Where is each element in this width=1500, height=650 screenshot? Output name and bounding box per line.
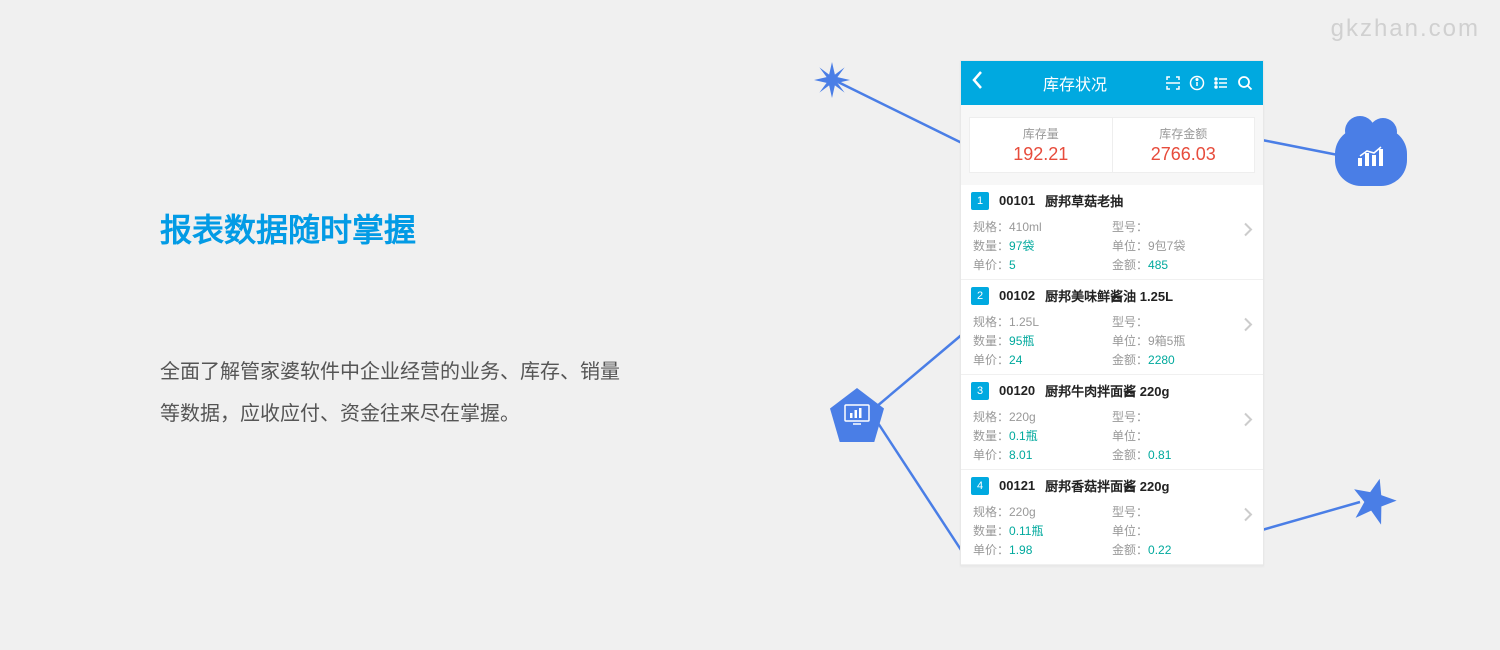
item-qty: 数量：0.11瓶: [973, 522, 1112, 539]
stat-stock-amount[interactable]: 库存金额 2766.03: [1112, 118, 1255, 172]
search-icon[interactable]: [1237, 75, 1253, 91]
list-icon[interactable]: [1213, 75, 1229, 91]
stat-label: 库存金额: [1113, 125, 1255, 142]
item-name: 厨邦牛肉拌面酱 220g: [1045, 381, 1169, 400]
bar-chart-icon: [1356, 146, 1386, 168]
item-spec: 规格：220g: [973, 503, 1112, 520]
chevron-right-icon: [1243, 317, 1253, 338]
stat-value: 192.21: [970, 144, 1112, 165]
item-model: 型号：: [1112, 503, 1251, 520]
inventory-item[interactable]: 2 00102 厨邦美味鲜酱油 1.25L 规格：1.25L 型号： 数量：95…: [961, 280, 1263, 375]
item-unit: 单位：9箱5瓶: [1112, 332, 1251, 349]
chevron-right-icon: [1243, 222, 1253, 243]
item-model: 型号：: [1112, 408, 1251, 425]
item-spec: 规格：410ml: [973, 218, 1112, 235]
watermark-text: gkzhan.com: [1331, 15, 1480, 43]
item-spec: 规格：220g: [973, 408, 1112, 425]
item-model: 型号：: [1112, 313, 1251, 330]
inventory-item[interactable]: 1 00101 厨邦草菇老抽 规格：410ml 型号： 数量：97袋 单位：9包…: [961, 185, 1263, 280]
item-number-badge: 1: [971, 192, 989, 210]
item-unit: 单位：: [1112, 522, 1251, 539]
item-number-badge: 2: [971, 287, 989, 305]
monitor-chart-icon: [844, 404, 870, 426]
intro-text-block: 报表数据随时掌握 全面了解管家婆软件中企业经营的业务、库存、销量等数据，应收应付…: [160, 205, 620, 435]
inventory-item[interactable]: 3 00120 厨邦牛肉拌面酱 220g 规格：220g 型号： 数量：0.1瓶…: [961, 375, 1263, 470]
item-code: 00120: [999, 383, 1035, 398]
item-qty: 数量：97袋: [973, 237, 1112, 254]
star-decoration: [1347, 473, 1401, 527]
stat-label: 库存量: [970, 125, 1112, 142]
item-price: 单价：24: [973, 351, 1112, 368]
item-amount: 金额：485: [1112, 256, 1251, 273]
item-qty: 数量：0.1瓶: [973, 427, 1112, 444]
inventory-item[interactable]: 4 00121 厨邦香菇拌面酱 220g 规格：220g 型号： 数量：0.11…: [961, 470, 1263, 565]
item-price: 单价：1.98: [973, 541, 1112, 558]
phone-mockup: 库存状况: [960, 60, 1264, 566]
description: 全面了解管家婆软件中企业经营的业务、库存、销量等数据，应收应付、资金往来尽在掌握…: [160, 351, 620, 435]
headline: 报表数据随时掌握: [160, 205, 620, 251]
chevron-right-icon: [1243, 507, 1253, 528]
stat-stock-qty[interactable]: 库存量 192.21: [970, 118, 1112, 172]
item-amount: 金额：2280: [1112, 351, 1251, 368]
inventory-list: 1 00101 厨邦草菇老抽 规格：410ml 型号： 数量：97袋 单位：9包…: [961, 185, 1263, 565]
stat-value: 2766.03: [1113, 144, 1255, 165]
chart-cloud-badge: [1335, 128, 1407, 186]
chevron-right-icon: [1243, 412, 1253, 433]
item-amount: 金额：0.81: [1112, 446, 1251, 463]
item-unit: 单位：: [1112, 427, 1251, 444]
item-price: 单价：8.01: [973, 446, 1112, 463]
phone-header: 库存状况: [961, 61, 1263, 105]
item-price: 单价：5: [973, 256, 1112, 273]
item-model: 型号：: [1112, 218, 1251, 235]
burst-decoration: [814, 62, 850, 98]
item-unit: 单位：9包7袋: [1112, 237, 1251, 254]
item-spec: 规格：1.25L: [973, 313, 1112, 330]
phone-screen-title: 库存状况: [985, 71, 1165, 95]
scan-icon[interactable]: [1165, 75, 1181, 91]
item-name: 厨邦美味鲜酱油 1.25L: [1045, 286, 1173, 305]
item-number-badge: 3: [971, 382, 989, 400]
item-amount: 金额：0.22: [1112, 541, 1251, 558]
item-name: 厨邦草菇老抽: [1045, 191, 1123, 210]
info-icon[interactable]: [1189, 75, 1205, 91]
item-code: 00101: [999, 193, 1035, 208]
item-name: 厨邦香菇拌面酱 220g: [1045, 476, 1169, 495]
item-number-badge: 4: [971, 477, 989, 495]
monitor-pentagon-badge: [830, 388, 884, 442]
item-code: 00121: [999, 478, 1035, 493]
item-qty: 数量：95瓶: [973, 332, 1112, 349]
stats-summary: 库存量 192.21 库存金额 2766.03: [961, 105, 1263, 185]
item-code: 00102: [999, 288, 1035, 303]
